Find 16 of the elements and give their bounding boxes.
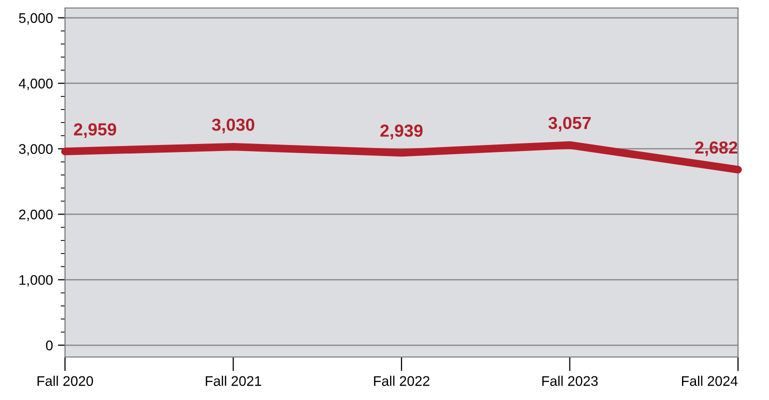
data-label: 3,057 — [548, 116, 591, 132]
data-label: 2,682 — [695, 141, 738, 156]
y-tick-label: 5,000 — [18, 13, 53, 25]
y-tick-label: 2,000 — [19, 210, 53, 222]
y-tick-label: 0 — [46, 340, 53, 350]
y-tick-label: 1,000 — [20, 275, 53, 287]
x-tick-label: Fall 2022 — [374, 376, 430, 386]
data-label: 2,939 — [380, 124, 423, 140]
x-tick-label: Fall 2023 — [542, 376, 598, 386]
x-tick-label: Fall 2020 — [38, 376, 94, 386]
x-tick-label: Fall 2024 — [682, 376, 738, 386]
data-label: 3,030 — [212, 118, 254, 134]
y-tick-label: 3,000 — [18, 144, 53, 156]
y-tick-label: 4,000 — [18, 78, 53, 90]
x-tick-label: Fall 2021 — [206, 376, 262, 386]
data-label: 2,959 — [74, 123, 116, 138]
